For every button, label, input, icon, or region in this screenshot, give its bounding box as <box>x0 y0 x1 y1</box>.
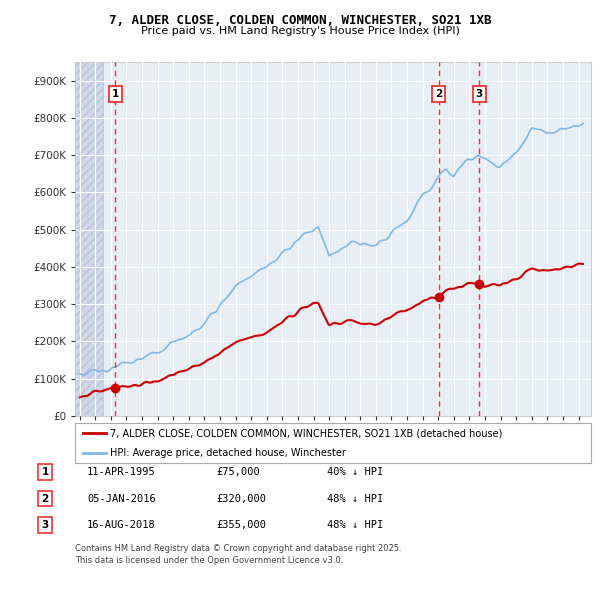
Text: 11-APR-1995: 11-APR-1995 <box>87 467 156 477</box>
Text: 1: 1 <box>112 89 119 99</box>
Text: Contains HM Land Registry data © Crown copyright and database right 2025.: Contains HM Land Registry data © Crown c… <box>75 545 401 553</box>
Text: 2: 2 <box>41 494 49 503</box>
Text: 16-AUG-2018: 16-AUG-2018 <box>87 520 156 530</box>
Text: Price paid vs. HM Land Registry's House Price Index (HPI): Price paid vs. HM Land Registry's House … <box>140 26 460 35</box>
Text: This data is licensed under the Open Government Licence v3.0.: This data is licensed under the Open Gov… <box>75 556 343 565</box>
Text: HPI: Average price, detached house, Winchester: HPI: Average price, detached house, Winc… <box>110 448 346 458</box>
Text: 40% ↓ HPI: 40% ↓ HPI <box>327 467 383 477</box>
Text: 7, ALDER CLOSE, COLDEN COMMON, WINCHESTER, SO21 1XB: 7, ALDER CLOSE, COLDEN COMMON, WINCHESTE… <box>109 14 491 27</box>
Text: 05-JAN-2016: 05-JAN-2016 <box>87 494 156 503</box>
Text: 7, ALDER CLOSE, COLDEN COMMON, WINCHESTER, SO21 1XB (detached house): 7, ALDER CLOSE, COLDEN COMMON, WINCHESTE… <box>110 428 502 438</box>
Text: £355,000: £355,000 <box>216 520 266 530</box>
Text: 3: 3 <box>41 520 49 530</box>
Text: 48% ↓ HPI: 48% ↓ HPI <box>327 494 383 503</box>
Text: £75,000: £75,000 <box>216 467 260 477</box>
Text: 1: 1 <box>41 467 49 477</box>
Text: 48% ↓ HPI: 48% ↓ HPI <box>327 520 383 530</box>
Text: 2: 2 <box>435 89 442 99</box>
Bar <box>75 62 103 416</box>
Text: £320,000: £320,000 <box>216 494 266 503</box>
Text: 3: 3 <box>475 89 482 99</box>
